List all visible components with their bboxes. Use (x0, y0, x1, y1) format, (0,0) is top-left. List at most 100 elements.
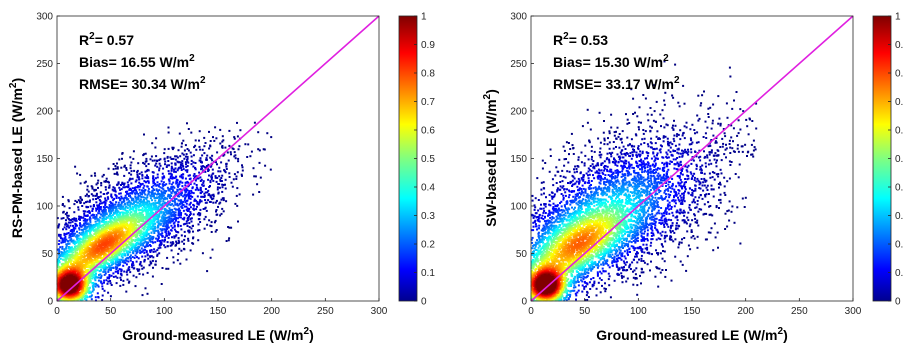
scatter-point (155, 206, 158, 209)
scatter-point (56, 258, 59, 261)
scatter-point (137, 193, 140, 195)
scatter-point (264, 164, 267, 167)
scatter-point (181, 152, 184, 155)
scatter-point (208, 219, 211, 222)
scatter-point (167, 210, 170, 212)
scatter-point (197, 189, 200, 192)
scatter-point (70, 259, 72, 262)
scatter-point (222, 154, 225, 157)
scatter-point (158, 167, 161, 170)
scatter-point (197, 223, 200, 226)
scatter-point (142, 161, 145, 164)
scatter-point (171, 242, 174, 245)
scatter-point (254, 175, 257, 178)
scatter-point (235, 194, 238, 197)
scatter-point (168, 172, 171, 175)
scatter-point (82, 210, 85, 213)
scatter-point (146, 174, 148, 177)
scatter-point (184, 181, 187, 184)
scatter-point (186, 165, 189, 167)
scatter-point (147, 181, 150, 184)
scatter-point (164, 231, 167, 233)
scatter-point (77, 208, 80, 211)
scatter-point (178, 202, 181, 205)
scatter-point (225, 163, 228, 166)
scatter-point (200, 178, 203, 181)
scatter-point (140, 196, 143, 198)
scatter-point (144, 231, 147, 234)
scatter-point (236, 135, 239, 138)
scatter-point (180, 201, 182, 204)
scatter-point (158, 169, 161, 172)
scatter-point (110, 205, 113, 208)
scatter-point (199, 180, 202, 182)
scatter-point (145, 177, 148, 179)
scatter-point (74, 225, 77, 228)
scatter-point (164, 225, 167, 228)
scatter-point (171, 226, 174, 229)
scatter-point (104, 204, 107, 207)
scatter-point (122, 186, 125, 189)
scatter-point (137, 269, 139, 272)
scatter-point (171, 210, 174, 213)
scatter-point (69, 246, 72, 249)
scatter-point (126, 203, 129, 205)
scatter-point (139, 251, 142, 254)
scatter-point (138, 205, 141, 208)
scatter-point (104, 180, 107, 183)
scatter-point (160, 283, 163, 285)
scatter-point (193, 182, 196, 185)
scatter-point (144, 201, 147, 204)
scatter-point (174, 203, 177, 206)
scatter-point (167, 189, 170, 192)
scatter-point (190, 131, 193, 134)
scatter-point (127, 253, 130, 256)
scatter-point (76, 238, 79, 241)
scatter-point (65, 246, 68, 249)
scatter-point (187, 149, 190, 152)
scatter-point (218, 166, 221, 169)
scatter-point (85, 206, 88, 209)
scatter-point (160, 193, 163, 196)
scatter-point (72, 224, 74, 227)
scatter-point (192, 207, 195, 210)
scatter-point (94, 282, 97, 285)
scatter-point (214, 176, 217, 179)
scatter-point (203, 194, 206, 197)
scatter-point (82, 230, 85, 233)
scatter-point (132, 190, 135, 192)
scatter-point (137, 176, 140, 179)
scatter-point (160, 180, 163, 183)
scatter-point (72, 251, 75, 254)
scatter-point (73, 229, 75, 232)
scatter-point (211, 154, 214, 157)
scatter-point (71, 231, 74, 234)
scatter-point (85, 251, 88, 254)
scatter-point (64, 235, 67, 238)
scatter-point (199, 199, 202, 202)
scatter-point (228, 226, 231, 229)
scatter-point (95, 198, 97, 200)
scatter-point (154, 202, 157, 205)
scatter-point (188, 178, 191, 181)
scatter-point (129, 254, 132, 257)
scatter-point (233, 155, 236, 158)
scatter-point (192, 174, 195, 177)
scatter-point (141, 193, 144, 196)
scatter-point (207, 194, 210, 197)
scatter-point (92, 204, 95, 206)
scatter-point (81, 229, 84, 231)
scatter-point (188, 222, 191, 225)
scatter-point (135, 192, 138, 195)
scatter-point (211, 172, 214, 175)
scatter-point (147, 169, 150, 172)
scatter-point (118, 268, 121, 271)
scatter-point (159, 164, 162, 167)
scatter-point (122, 197, 125, 200)
scatter-point (194, 144, 197, 147)
scatter-point (79, 182, 82, 185)
scatter-point (141, 191, 144, 194)
scatter-point (156, 181, 159, 184)
scatter-point (161, 228, 163, 231)
scatter-point (139, 239, 142, 242)
